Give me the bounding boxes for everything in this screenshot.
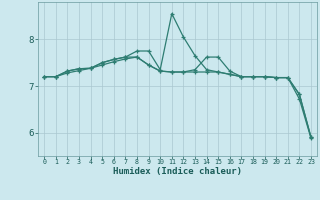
X-axis label: Humidex (Indice chaleur): Humidex (Indice chaleur): [113, 167, 242, 176]
